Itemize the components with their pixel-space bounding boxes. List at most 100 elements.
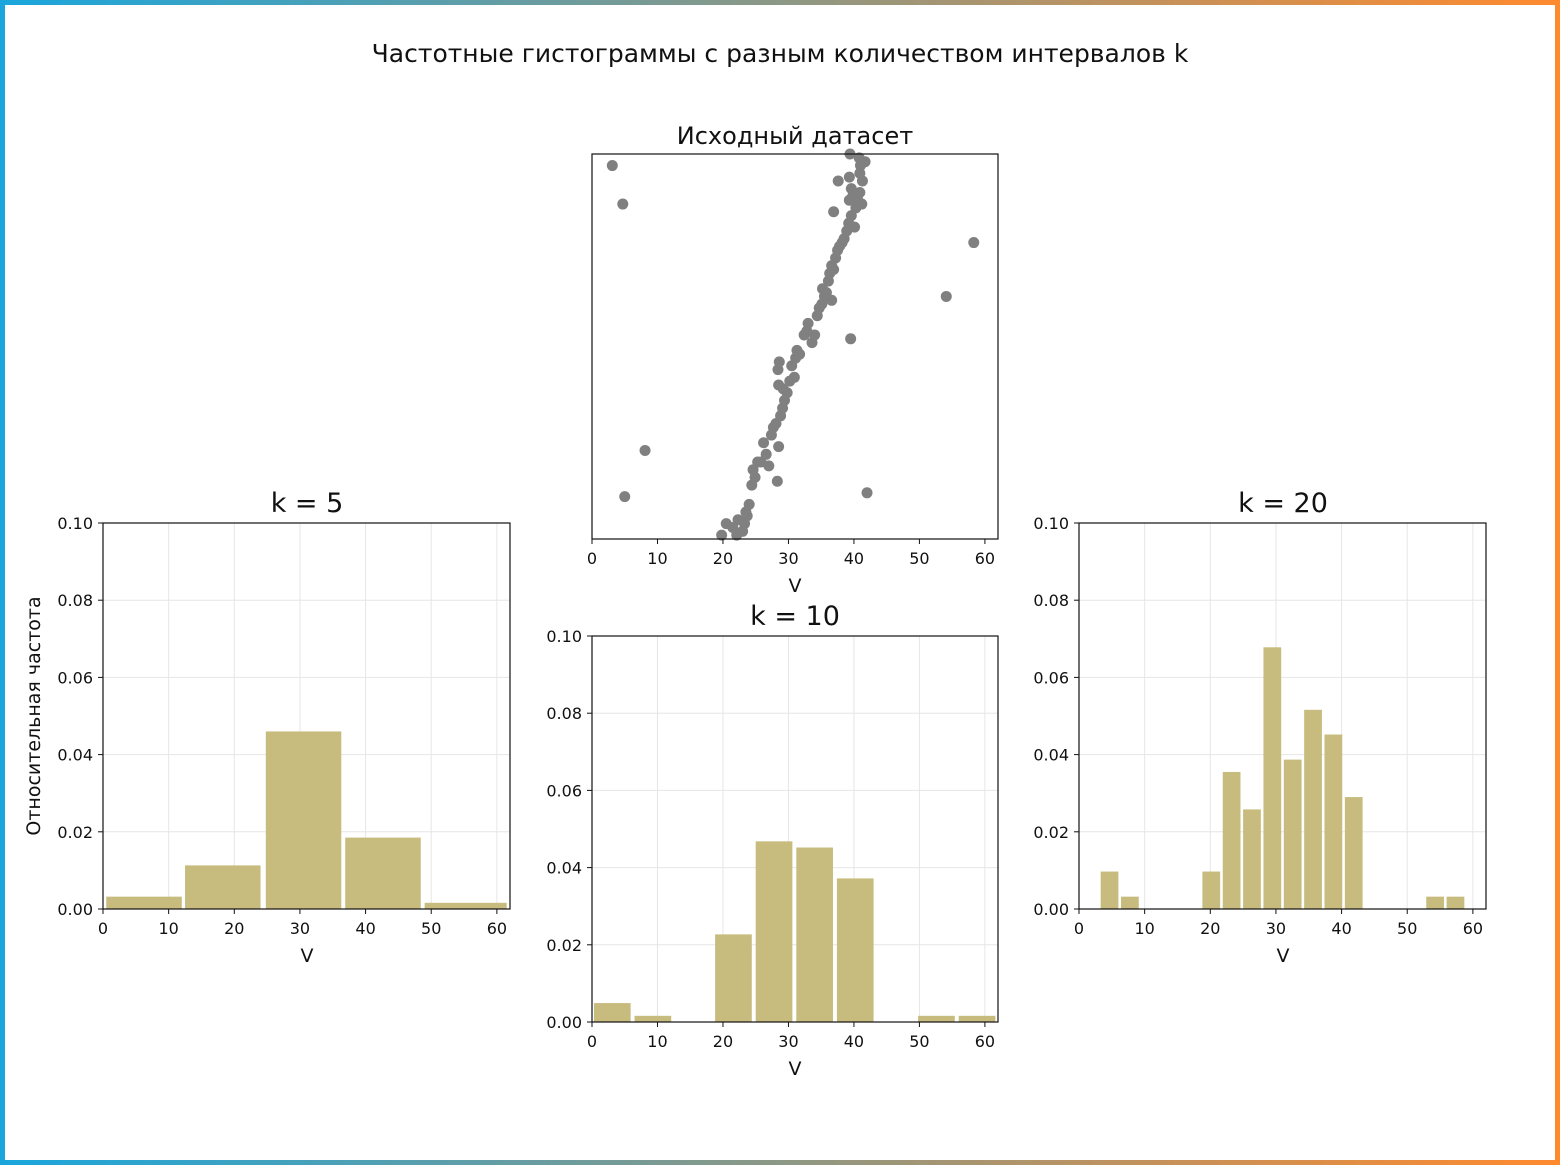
scatter-point-79: [832, 175, 844, 187]
k20-xlabel: V: [1277, 945, 1290, 967]
k20-bar-7: [1304, 709, 1322, 909]
k20-xtick-label: 50: [1397, 919, 1417, 938]
k5-xtick-label: 0: [98, 919, 108, 938]
scatter-xlabel: V: [789, 575, 802, 597]
k10-xlabel: V: [789, 1058, 802, 1080]
k5-ytick-label: 0.06: [57, 668, 93, 687]
k10-bar-2: [715, 934, 752, 1022]
scatter-point-20: [749, 471, 761, 483]
k5-bar-4: [424, 902, 507, 909]
k10-ytick-label: 0.04: [546, 859, 582, 878]
scatter-point-49: [809, 329, 821, 341]
panel-scatter: Исходный датасет V 0 10 20 30 40 50 60: [587, 122, 999, 597]
scatter-point-16: [741, 510, 753, 522]
k10-bar-5: [836, 878, 874, 1022]
k10-title: k = 10: [750, 601, 840, 632]
k5-xtick-label: 30: [290, 919, 310, 938]
k10-xtick-label: 40: [844, 1032, 864, 1051]
k5-bar-0: [106, 896, 182, 909]
k10-xtick-label: 10: [647, 1032, 667, 1051]
k20-ytick-label: 0.10: [1033, 514, 1069, 533]
k20-ytick-label: 0.00: [1033, 900, 1069, 919]
k10-bar-0: [593, 1003, 631, 1022]
k5-axes-frame: [102, 522, 511, 910]
scatter-point-85: [854, 160, 866, 172]
k20-xtick-label: 40: [1331, 919, 1351, 938]
k5-ylabel: Относительная частота: [23, 596, 45, 835]
scatter-axes-frame: [591, 153, 999, 540]
k20-bar-4: [1243, 809, 1261, 909]
scatter-point-6: [845, 333, 857, 345]
k20-bar-6: [1283, 759, 1302, 909]
scatter-point-5: [968, 237, 980, 249]
k20-bar-11: [1446, 896, 1465, 909]
k5-ytick-label: 0.10: [57, 514, 93, 533]
k20-plot-area: [1078, 522, 1486, 910]
k20-xtick-label: 60: [1463, 919, 1483, 938]
k20-bar-3: [1222, 771, 1241, 909]
scatter-point-7: [861, 487, 873, 499]
k20-bar-8: [1324, 734, 1343, 909]
scatter-point-1: [617, 198, 629, 210]
k5-xtick-label: 10: [158, 919, 178, 938]
scatter-point-29: [771, 475, 783, 487]
scatter-point-2: [639, 444, 651, 456]
scatter-point-63: [828, 206, 840, 218]
k20-ytick-label: 0.08: [1033, 591, 1069, 610]
scatter-xtick-label: 50: [909, 549, 929, 568]
k10-xtick-label: 20: [713, 1032, 733, 1051]
scatter-xtick-label: 0: [587, 549, 597, 568]
k10-ytick-label: 0.08: [546, 704, 582, 723]
k10-xtick-label: 60: [975, 1032, 995, 1051]
scatter-point-0: [606, 160, 618, 172]
k20-xtick-label: 0: [1074, 919, 1084, 938]
k5-bar-1: [185, 865, 261, 909]
k20-xtick-label: 30: [1266, 919, 1286, 938]
scatter-point-70: [849, 221, 861, 233]
scatter-point-81: [845, 183, 857, 195]
scatter-xtick-label: 10: [647, 549, 667, 568]
scatter-point-8: [716, 529, 728, 541]
k20-ytick-label: 0.02: [1033, 823, 1069, 842]
scatter-point-62: [826, 294, 838, 306]
k20-title: k = 20: [1238, 488, 1328, 519]
scatter-point-38: [781, 387, 793, 399]
k20-bar-5: [1263, 647, 1282, 909]
k5-xlabel: V: [301, 945, 314, 967]
scatter-xtick-label: 40: [844, 549, 864, 568]
k5-xtick-label: 60: [487, 919, 507, 938]
k10-axes-frame: [591, 635, 999, 1023]
scatter-point-30: [773, 441, 785, 453]
panel-k10: k = 10 V 0 10 20 30 40 50 60 0.00 0.02 0.04 0.06 0.…: [546, 601, 999, 1080]
panel-k5: k = 5 V Относительная частота 0 10 20 30 40 5…: [23, 488, 511, 967]
scatter-point-25: [763, 460, 775, 472]
k10-bar-6: [918, 1015, 955, 1022]
scatter-point-55: [820, 287, 832, 299]
scatter-point-59: [828, 264, 840, 275]
k10-xtick-label: 0: [587, 1032, 597, 1051]
scatter-point-41: [788, 371, 800, 383]
k5-xtick-label: 40: [355, 919, 375, 938]
scatter-title: Исходный датасет: [677, 122, 913, 150]
k5-title: k = 5: [271, 488, 344, 519]
scatter-point-47: [802, 317, 814, 329]
k10-bar-3: [755, 841, 793, 1022]
k10-bar-7: [958, 1015, 996, 1022]
scatter-xtick-label: 30: [778, 549, 798, 568]
scatter-point-35: [773, 356, 785, 368]
k5-xtick-label: 50: [421, 919, 441, 938]
k20-bar-1: [1121, 896, 1139, 909]
k10-ytick-label: 0.00: [546, 1013, 582, 1032]
scatter-point-24: [760, 448, 772, 460]
k5-bar-3: [345, 837, 421, 909]
scatter-point-75: [854, 187, 866, 198]
k20-bar-2: [1202, 871, 1221, 909]
k5-bar-2: [265, 731, 342, 909]
k5-ytick-label: 0.08: [57, 591, 93, 610]
k10-bar-1: [634, 1015, 672, 1022]
k20-bar-9: [1344, 797, 1363, 909]
k10-xtick-label: 30: [778, 1032, 798, 1051]
k10-ytick-label: 0.10: [546, 627, 582, 646]
